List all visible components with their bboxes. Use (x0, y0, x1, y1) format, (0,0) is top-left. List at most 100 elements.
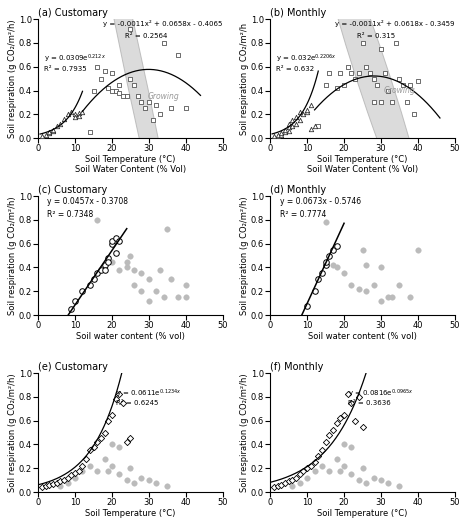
Point (149, 116, 156, 125)
Point (101, 261, 109, 269)
Point (97, 266, 105, 274)
Point (403, 98, 410, 107)
Point (340, 80, 348, 89)
Point (116, 237, 123, 246)
Point (311, 458, 319, 467)
Point (112, 249, 119, 257)
Text: R² = 0.7348: R² = 0.7348 (47, 210, 94, 219)
Point (104, 467, 112, 475)
Point (123, 257, 130, 266)
Y-axis label: Soil respiration (g CO₂/m²/h): Soil respiration (g CO₂/m²/h) (9, 19, 18, 138)
Point (71, 297, 79, 305)
Point (396, 482, 403, 490)
Text: (d) Monthly: (d) Monthly (270, 185, 327, 195)
Point (38, 132, 46, 140)
Point (407, 80, 414, 89)
Point (174, 50, 182, 59)
Point (307, 462, 315, 470)
Point (116, 390, 123, 399)
Point (49, 127, 57, 135)
Point (318, 446, 326, 454)
Point (167, 104, 175, 113)
Point (130, 281, 138, 289)
Point (46, 129, 53, 138)
Point (366, 68, 374, 77)
Point (274, 130, 282, 139)
Point (64, 478, 72, 487)
Point (347, 399, 355, 407)
Text: y = 0.0673x - 0.5746: y = 0.0673x - 0.5746 (280, 197, 361, 206)
Point (60, 115, 68, 123)
Point (333, 454, 340, 463)
Point (49, 126, 57, 134)
Point (46, 128, 53, 136)
Point (86, 128, 94, 136)
Point (326, 431, 333, 439)
Text: (f) Monthly: (f) Monthly (270, 362, 324, 372)
Point (307, 100, 315, 109)
Point (101, 67, 109, 76)
Ellipse shape (87, 0, 189, 323)
Point (141, 104, 149, 113)
Point (93, 63, 101, 71)
Text: (e) Customary: (e) Customary (38, 362, 108, 372)
Point (326, 467, 333, 475)
Text: y = 0.0816e$^{0.0965x}$: y = 0.0816e$^{0.0965x}$ (348, 387, 413, 400)
Point (167, 275, 175, 284)
Point (363, 63, 370, 71)
Point (303, 464, 311, 472)
Point (410, 110, 418, 118)
Point (384, 293, 392, 301)
Point (127, 24, 134, 33)
Point (355, 68, 363, 77)
Point (355, 392, 363, 401)
Point (38, 483, 46, 491)
Point (101, 454, 109, 463)
X-axis label: Soil Temperature (°C): Soil Temperature (°C) (317, 509, 408, 518)
Point (377, 476, 385, 484)
Point (71, 113, 79, 121)
Point (347, 470, 355, 478)
Point (333, 242, 340, 250)
Point (388, 98, 396, 107)
X-axis label: Soil Temperature (°C): Soil Temperature (°C) (85, 509, 175, 518)
Y-axis label: Soil respiration (g CO₂/m²/h): Soil respiration (g CO₂/m²/h) (240, 373, 249, 492)
Point (101, 266, 109, 274)
Point (137, 98, 145, 107)
Point (314, 122, 322, 130)
Point (289, 122, 296, 130)
Y-axis label: Soil respiration (g CO₂/m²/h): Soil respiration (g CO₂/m²/h) (9, 373, 18, 492)
Point (270, 132, 278, 140)
Point (326, 251, 333, 260)
Point (311, 467, 319, 475)
Text: Growing: Growing (383, 86, 415, 95)
Point (79, 108, 86, 116)
Point (137, 269, 145, 278)
Point (104, 257, 112, 266)
Point (90, 275, 97, 284)
Point (296, 478, 303, 487)
Point (281, 128, 289, 136)
Point (93, 269, 101, 278)
Point (153, 287, 160, 296)
Point (278, 129, 285, 138)
Point (285, 123, 292, 132)
Point (340, 410, 348, 419)
Point (108, 68, 116, 77)
Point (374, 80, 381, 89)
Point (318, 269, 326, 278)
Ellipse shape (315, 0, 432, 252)
Point (123, 92, 130, 100)
Text: y = -0.0011x² + 0.0618x - 0.3459: y = -0.0011x² + 0.0618x - 0.3459 (335, 21, 455, 27)
Point (388, 293, 396, 301)
Point (322, 261, 329, 269)
Point (68, 471, 75, 480)
Y-axis label: Soil respiration (g CO₂/m²/h): Soil respiration (g CO₂/m²/h) (240, 196, 249, 315)
Point (396, 74, 403, 83)
Point (392, 39, 400, 47)
Point (93, 467, 101, 475)
Point (270, 483, 278, 491)
Point (56, 477, 64, 485)
Point (381, 68, 388, 77)
Point (174, 293, 182, 301)
